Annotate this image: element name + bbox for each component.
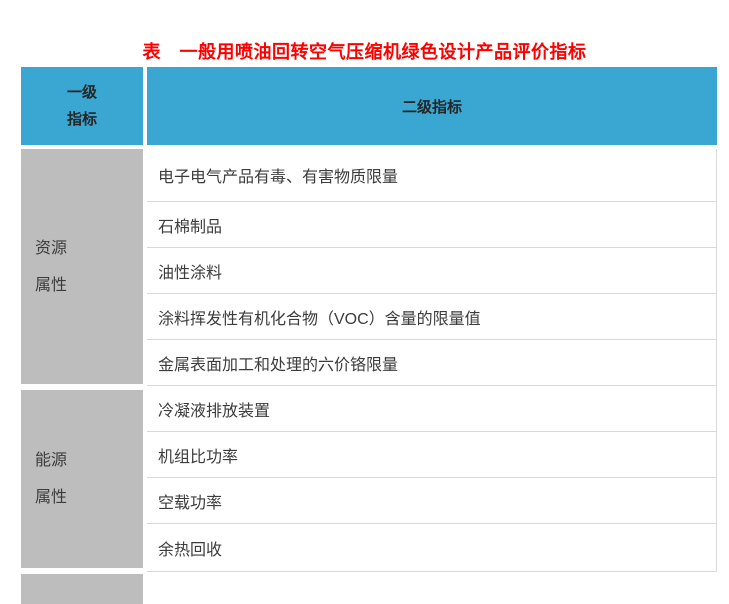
category-cell-resource: 资源 属性 — [21, 149, 143, 384]
table-title: 表 一般用喷油回转空气压缩机绿色设计产品评价指标 — [142, 42, 587, 62]
level2-indicator-column: 二级指标 电子电气产品有毒、有害物质限量 石棉制品 油性涂料 涂料挥发性有机化合… — [147, 67, 717, 604]
category-resource-line2: 属性 — [35, 276, 68, 294]
level1-indicator-column: 一级 指标 资源 属性 能源 属性 — [21, 67, 143, 604]
table-row: 石棉制品 — [147, 202, 717, 248]
table-row: 空载功率 — [147, 478, 717, 524]
table-row: 余热回收 — [147, 524, 717, 572]
table-row: 涂料挥发性有机化合物（VOC）含量的限量值 — [147, 294, 717, 340]
header-level1-line2: 指标 — [66, 111, 97, 128]
header-level2-indicator: 二级指标 — [147, 67, 717, 145]
category-cell-partial — [21, 574, 143, 604]
table-row: 冷凝液排放装置 — [147, 386, 717, 432]
table-row: 机组比功率 — [147, 432, 717, 478]
header-level1-line1: 一级 — [66, 84, 97, 101]
table-row: 电子电气产品有毒、有害物质限量 — [147, 149, 717, 202]
category-energy-line1: 能源 — [35, 452, 68, 469]
category-resource-line1: 资源 — [35, 239, 68, 257]
header-level1-indicator: 一级 指标 — [21, 67, 143, 145]
category-cell-energy: 能源 属性 — [21, 390, 143, 568]
evaluation-indicators-table: 一级 指标 资源 属性 能源 属性 二级指标 电子电气产品有毒、有害物质限量 石… — [21, 67, 717, 604]
category-energy-line2: 属性 — [35, 489, 68, 506]
header-level2-label: 二级指标 — [401, 98, 462, 116]
table-row: 金属表面加工和处理的六价铬限量 — [147, 340, 717, 386]
table-row: 油性涂料 — [147, 248, 717, 294]
